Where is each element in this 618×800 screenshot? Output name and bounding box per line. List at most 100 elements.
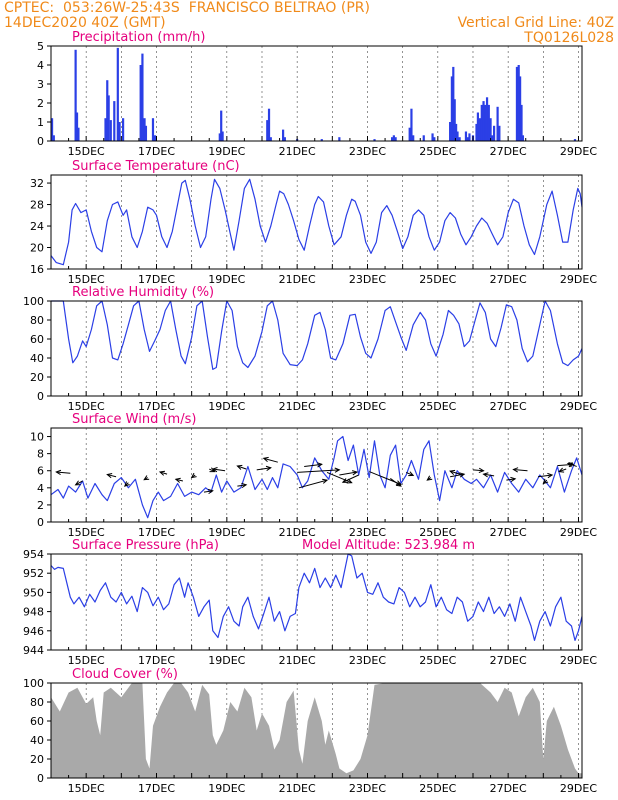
- x-tick-label: 25DEC: [419, 273, 456, 286]
- wind-vector: [212, 468, 226, 472]
- x-tick-label: 23DEC: [349, 782, 386, 795]
- y-tick-label: 100: [23, 295, 44, 308]
- precip-bar: [74, 49, 77, 141]
- precip-bar: [466, 137, 469, 141]
- precip-bar: [517, 65, 520, 141]
- wind-vector: [256, 467, 271, 471]
- wind-arrowhead: [558, 467, 565, 473]
- precip-bar: [116, 47, 119, 141]
- wind-arrowhead: [322, 478, 329, 484]
- x-tick-label: 19DEC: [208, 654, 245, 667]
- y-tick-label: 0: [37, 390, 44, 403]
- wind-arrowhead: [190, 472, 197, 479]
- precip-bar: [139, 65, 142, 141]
- wind-vector: [405, 471, 414, 476]
- header-station-line: CPTEC: 053:26W-25:43S FRANCISCO BELTRAO …: [4, 0, 370, 16]
- wind-vector: [159, 471, 168, 475]
- x-tick-label: 17DEC: [138, 654, 175, 667]
- precip-bar: [521, 135, 525, 141]
- precip-bar: [450, 76, 453, 141]
- y-tick-label: 950: [23, 586, 44, 599]
- precip-bar: [143, 118, 146, 141]
- wind-arrowhead: [510, 476, 517, 483]
- wind-arrowhead: [341, 478, 348, 483]
- y-tick-label: 32: [30, 177, 44, 190]
- x-tick-label: 17DEC: [138, 526, 175, 539]
- x-tick-label: 19DEC: [208, 400, 245, 413]
- x-tick-label: 15DEC: [68, 526, 105, 539]
- panel-annotation: Model Altitude: 523.984 m: [302, 538, 475, 553]
- y-tick-label: 0: [37, 772, 44, 785]
- x-tick-label: 19DEC: [208, 145, 245, 158]
- precip-bar: [106, 80, 109, 141]
- precip-bar: [75, 112, 79, 141]
- x-tick-label: 21DEC: [279, 526, 316, 539]
- precip-bar: [455, 123, 458, 141]
- wind-arrowhead: [174, 477, 181, 483]
- wind-arrowhead: [482, 472, 489, 478]
- x-tick-label: 27DEC: [490, 400, 527, 413]
- panel-frame: [50, 427, 583, 523]
- series-line: [50, 435, 583, 519]
- x-tick-label: 27DEC: [490, 145, 527, 158]
- y-tick-label: 948: [23, 606, 44, 619]
- panel-frame: [50, 300, 583, 397]
- precip-bar: [373, 139, 376, 141]
- precip-bar: [218, 133, 221, 141]
- panel-title: Relative Humidity (%): [72, 285, 214, 300]
- x-tick-label: 25DEC: [419, 782, 456, 795]
- panel-title: Surface Temperature (nC): [72, 159, 240, 174]
- y-tick-label: 952: [23, 567, 44, 580]
- precip-bar: [267, 108, 271, 141]
- precip-bar: [109, 120, 112, 141]
- x-tick-label: 25DEC: [419, 145, 456, 158]
- x-tick-label: 15DEC: [68, 782, 105, 795]
- x-tick-label: 21DEC: [279, 273, 316, 286]
- precip-bar: [491, 135, 494, 141]
- x-tick-label: 25DEC: [419, 526, 456, 539]
- wind-vector: [390, 478, 402, 487]
- wind-vector: [297, 469, 340, 473]
- y-tick-label: 20: [30, 242, 44, 255]
- wind-arrowhead: [395, 481, 402, 487]
- y-tick-label: 2: [37, 97, 44, 110]
- precip-bar: [433, 137, 436, 141]
- precip-bar: [487, 104, 490, 141]
- wind-arrowhead: [55, 469, 62, 476]
- wind-arrowhead: [351, 470, 359, 476]
- wind-arrowhead: [547, 472, 554, 479]
- precip-bar: [104, 118, 107, 141]
- precip-bar: [475, 123, 478, 141]
- precip-bar: [221, 131, 224, 141]
- x-tick-label: 29DEC: [560, 400, 597, 413]
- precip-bar: [468, 133, 471, 141]
- precip-bar: [410, 108, 413, 141]
- x-tick-label: 29DEC: [560, 145, 597, 158]
- wind-vector: [449, 470, 463, 476]
- y-tick-label: 8: [37, 448, 44, 461]
- precip-bar: [458, 137, 461, 141]
- precip-bar: [452, 66, 455, 141]
- wind-arrowhead: [124, 481, 130, 487]
- x-tick-label: 17DEC: [138, 145, 175, 158]
- wind-vector: [237, 465, 247, 470]
- wind-vector: [326, 471, 352, 484]
- precip-bar: [519, 76, 522, 141]
- wind-arrowhead: [566, 462, 573, 468]
- wind-vector: [472, 469, 484, 472]
- wind-vector: [75, 480, 83, 486]
- wind-vector: [513, 468, 528, 472]
- y-tick-label: 4: [37, 482, 44, 495]
- precip-bar: [498, 125, 501, 141]
- precip-bar: [392, 135, 395, 141]
- x-tick-label: 23DEC: [349, 273, 386, 286]
- wind-arrowhead: [106, 473, 113, 479]
- wind-arrowhead: [316, 462, 323, 468]
- y-tick-label: 24: [30, 220, 44, 233]
- wind-vector: [56, 471, 71, 474]
- cloud-cover-area: [51, 683, 582, 778]
- panel-frame: [50, 553, 583, 651]
- x-tick-label: 25DEC: [419, 654, 456, 667]
- precip-bar: [480, 104, 483, 141]
- x-tick-label: 21DEC: [279, 400, 316, 413]
